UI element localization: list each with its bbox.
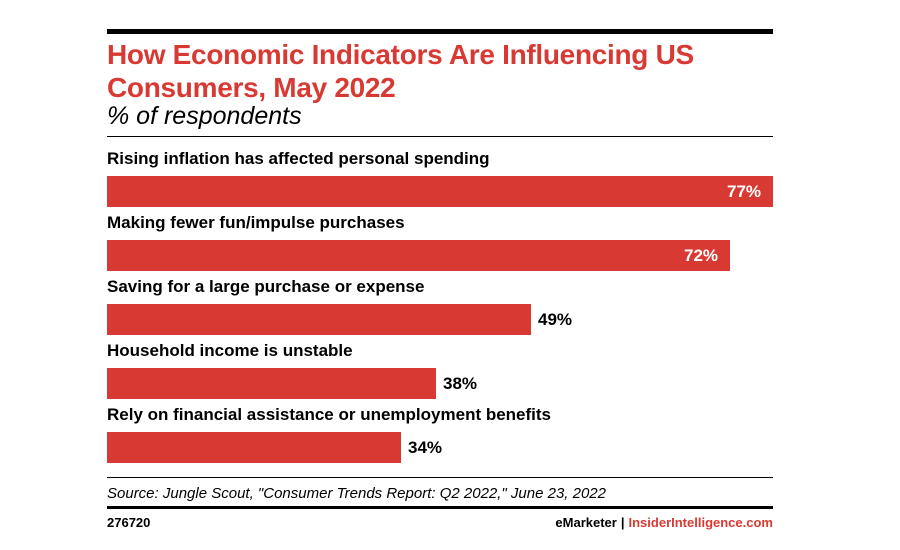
source-note: Source: Jungle Scout, "Consumer Trends R…: [107, 485, 606, 502]
bar-row: Saving for a large purchase or expense 49…: [107, 276, 773, 336]
footer-brand: eMarketer | InsiderIntelligence.com: [555, 515, 773, 530]
category-label: Saving for a large purchase or expense: [107, 277, 425, 296]
bar-row: Rising inflation has affected personal s…: [107, 148, 773, 208]
category-label: Making fewer fun/impulse purchases: [107, 213, 405, 232]
value-label: 49%: [538, 310, 573, 329]
chart-frame: How Economic Indicators Are Influencing …: [107, 0, 773, 550]
bar: [107, 240, 730, 271]
category-label: Rising inflation has affected personal s…: [107, 149, 490, 168]
value-label: 72%: [684, 246, 719, 265]
source-divider: [107, 477, 773, 478]
brand-emarketer: eMarketer: [555, 515, 617, 530]
chart-id: 276720: [107, 515, 151, 530]
bar-row: Household income is unstable 38%: [107, 340, 773, 400]
chart-subtitle: % of respondents: [107, 102, 302, 130]
top-rule: [107, 29, 773, 34]
value-label: 34%: [408, 438, 443, 457]
chart-title: How Economic Indicators Are Influencing …: [107, 39, 694, 103]
brand-insider-intelligence: InsiderIntelligence.com: [628, 515, 774, 530]
bar-row: Rely on financial assistance or unemploy…: [107, 404, 773, 464]
brand-separator: |: [620, 515, 625, 530]
bar: [107, 176, 773, 207]
footer-rule: [107, 506, 773, 509]
bar: [107, 304, 531, 335]
bar-chart: Rising inflation has affected personal s…: [107, 148, 773, 468]
category-label: Household income is unstable: [107, 341, 353, 360]
bar-row: Making fewer fun/impulse purchases 72%: [107, 212, 773, 272]
value-label: 38%: [443, 374, 478, 393]
category-label: Rely on financial assistance or unemploy…: [107, 405, 552, 424]
value-label: 77%: [727, 182, 762, 201]
bar: [107, 432, 401, 463]
bar: [107, 368, 436, 399]
header-divider: [107, 136, 773, 137]
